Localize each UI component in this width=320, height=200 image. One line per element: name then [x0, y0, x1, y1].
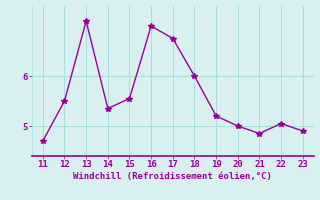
X-axis label: Windchill (Refroidissement éolien,°C): Windchill (Refroidissement éolien,°C)	[73, 172, 272, 181]
